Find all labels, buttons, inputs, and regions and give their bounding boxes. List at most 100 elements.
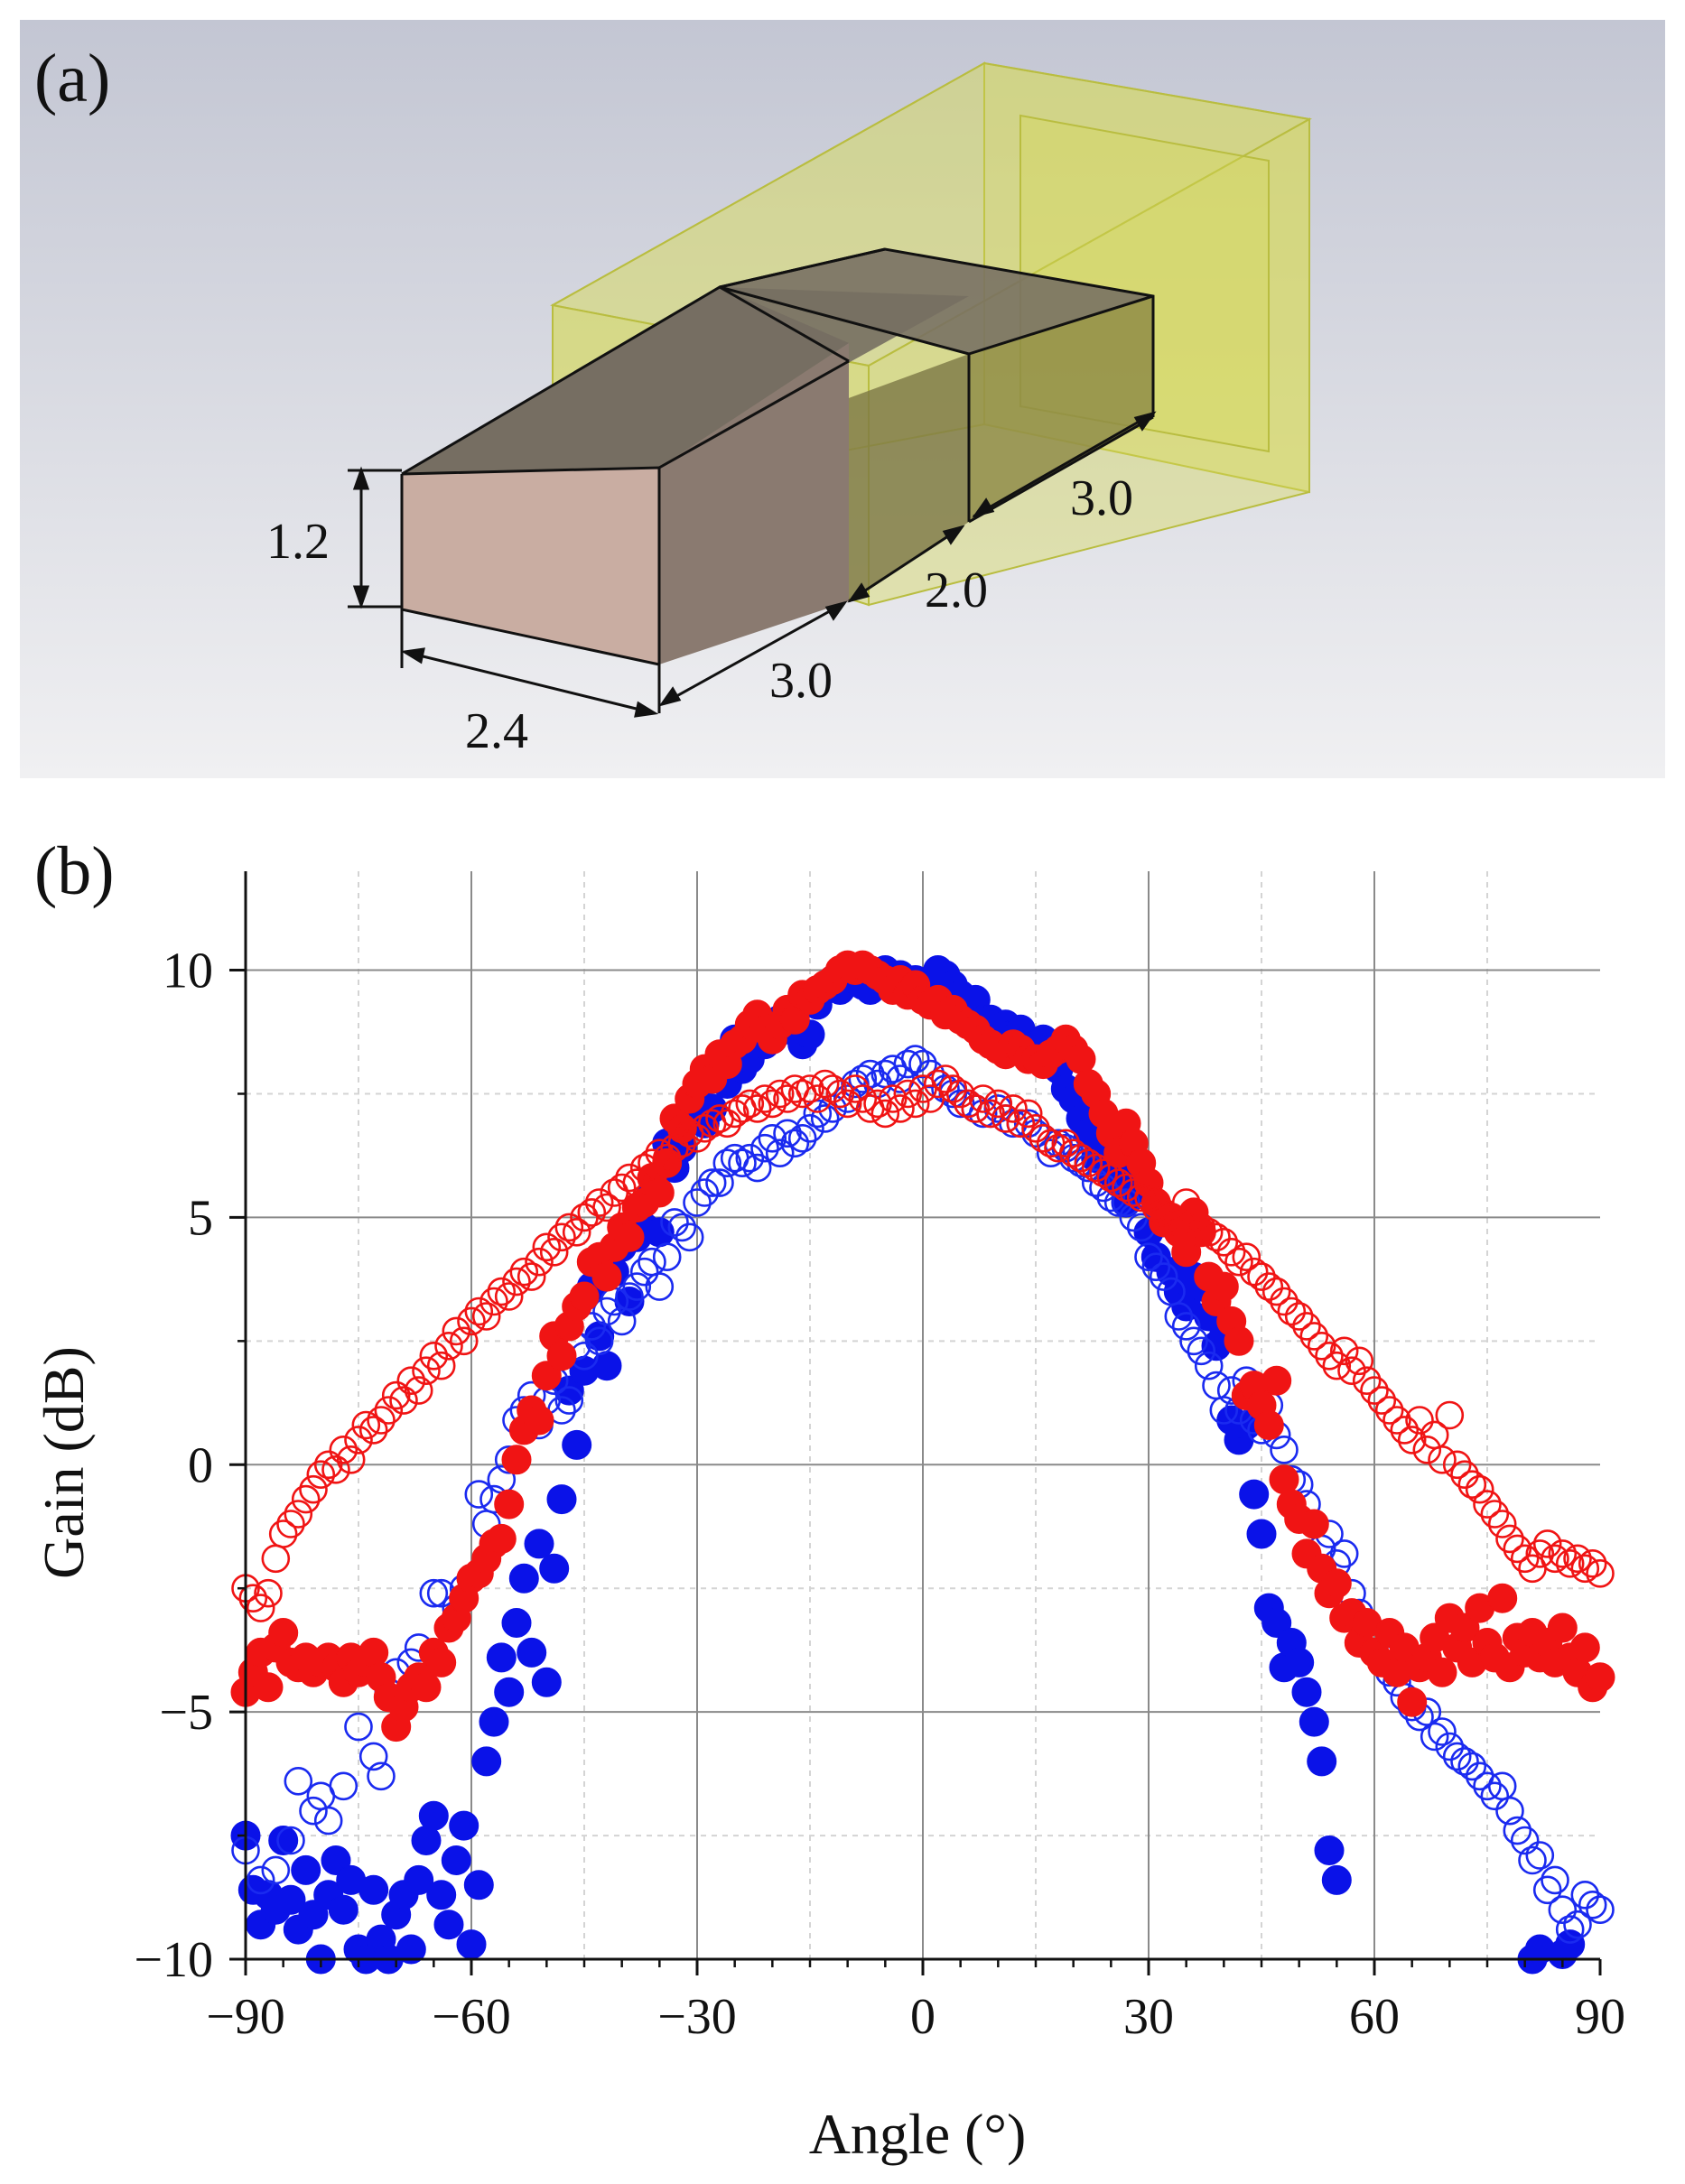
data-point [690,1114,720,1143]
data-point [908,1049,937,1079]
data-point [818,1074,847,1103]
data-point [1450,1460,1479,1489]
data-point [1292,1312,1321,1341]
data-point [554,1386,584,1415]
data-point [358,1416,388,1445]
data-point [1209,1228,1239,1257]
data-point [660,1208,689,1237]
data-point [268,1520,298,1548]
data-point [1367,1386,1397,1415]
data-point [517,1262,546,1291]
data-point [638,1148,666,1177]
data-point [592,1193,621,1222]
data-point [344,1712,373,1742]
chart-axes [229,871,1602,1975]
data-point [517,1637,547,1668]
data-point [358,1874,389,1905]
data-point [238,1584,268,1612]
data-point [1299,1322,1329,1351]
data-point [1532,1875,1562,1905]
data-point [931,1064,960,1093]
data-point [652,1143,682,1173]
data-point [404,1376,433,1405]
data-point [667,1129,697,1158]
data-point [1428,1717,1457,1746]
data-point [848,1064,878,1093]
data-point [991,1104,1020,1133]
data-point [501,1445,532,1475]
data-point [615,1163,644,1193]
data-point [494,1489,525,1520]
data-point [1066,1143,1095,1173]
data-point [1345,1346,1374,1376]
data-point [607,1173,637,1203]
panel-a-label: (a) [34,41,110,116]
data-point [705,1168,734,1197]
data-point [1337,1356,1366,1385]
data-point [1329,1336,1359,1366]
data-point [916,1059,945,1089]
data-point [1457,1752,1487,1781]
data-point [1141,1252,1171,1281]
data-point [1525,1539,1555,1568]
data-point [1261,1277,1291,1306]
data-point [1435,1732,1465,1761]
data-point [1547,1612,1578,1643]
data-point [810,1069,840,1099]
data-point [1179,1203,1208,1232]
data-point [1473,1771,1502,1801]
data-point [675,1222,704,1252]
data-point [1029,1124,1058,1153]
data-point [1202,1222,1231,1252]
data-point [412,1356,441,1385]
data-point [1374,1396,1404,1425]
data-point [1457,1470,1487,1499]
data-point [683,1124,712,1153]
data-point [1171,1312,1201,1341]
data-point [418,1800,449,1831]
data-point [261,1544,291,1574]
data-point [426,1351,456,1380]
data-point [1541,1544,1569,1574]
data-point [1570,1881,1600,1910]
data-point [275,1884,306,1915]
data-point [1013,1109,1043,1138]
data-point [1074,1148,1103,1177]
data-point [1321,1568,1352,1599]
data-point [426,1880,457,1910]
data-point [758,1089,787,1119]
data-point [547,1222,576,1252]
data-point [1126,1183,1156,1213]
data-point [367,1406,396,1435]
data-point [321,1455,350,1484]
data-point [780,1129,810,1158]
data-point [1299,1706,1329,1737]
data-point [1171,1188,1201,1217]
x-tick-label: −30 [657,1989,737,2045]
data-point [697,1168,727,1197]
chart-grid [246,871,1600,1959]
y-tick-label: 5 [188,1190,213,1246]
data-point [999,1094,1028,1123]
data-point [411,1672,442,1703]
x-axis-label: Angle (°) [809,2102,1027,2166]
data-point [1480,1781,1510,1811]
data-point [284,1500,313,1529]
data-point [1284,1647,1315,1677]
data-point [1157,1203,1186,1232]
data-point [1578,1549,1607,1578]
data-point [1058,1138,1088,1167]
data-point [1510,1826,1540,1855]
y-axis-label: Gain (dB) [32,1346,96,1579]
data-point [487,1277,517,1306]
data-point [615,1282,644,1311]
data-point [525,1247,554,1277]
data-point [577,1198,607,1227]
y-tick-label: 0 [188,1437,213,1493]
data-point [983,1089,1013,1119]
data-point [1119,1178,1149,1207]
data-point [796,1114,824,1143]
data-point [1216,1238,1246,1267]
data-point [1187,1336,1216,1366]
